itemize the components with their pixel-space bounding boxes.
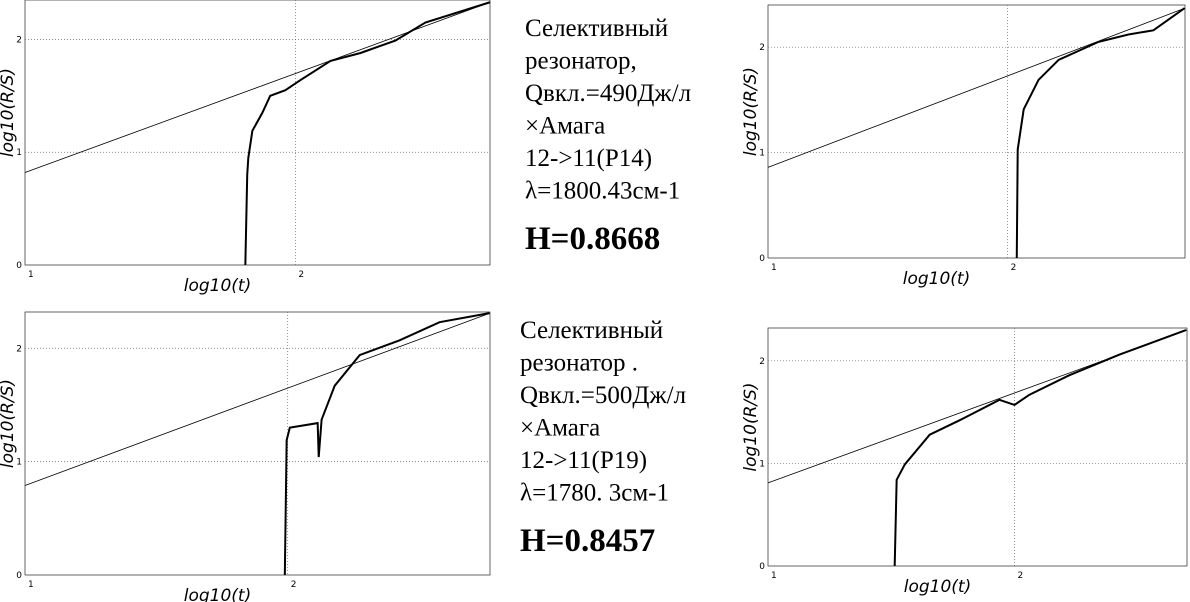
plot-frame <box>767 4 1186 259</box>
data-line <box>767 7 1186 168</box>
caption-line: 12->11(P19) <box>520 447 647 474</box>
x-tick-label: 1 <box>28 580 34 590</box>
plot-frame <box>24 311 491 576</box>
y-tick-label: 1 <box>16 458 22 468</box>
x-tick-label: 1 <box>771 263 777 273</box>
caption-line: Селективный <box>520 317 663 344</box>
data-line <box>1015 7 1186 259</box>
y-tick-label: 0 <box>759 562 765 572</box>
y-tick-label: 2 <box>759 43 765 53</box>
caption-line: Селективный <box>525 15 668 42</box>
y-tick-label: 1 <box>16 148 22 158</box>
y-tick-label: 0 <box>759 254 765 264</box>
caption-result: H=0.8668 <box>525 221 660 257</box>
x-tick-label: 2 <box>1017 571 1023 581</box>
y-tick-label: 1 <box>759 459 765 469</box>
data-line <box>283 312 490 576</box>
x-tick-label: 2 <box>298 270 304 280</box>
caption-line: 12->11(P14) <box>525 145 652 172</box>
caption-line: Qвкл.=490Дж/л <box>525 80 691 107</box>
x-axis-label: log10(t) <box>184 276 251 296</box>
caption-line: резонатор . <box>520 350 638 377</box>
y-axis-label: log10(R/S) <box>741 382 761 471</box>
caption-line: ×Амага <box>525 113 605 140</box>
x-tick-label: 1 <box>28 270 34 280</box>
caption-line: ×Амага <box>520 415 600 442</box>
data-line <box>767 329 1188 484</box>
caption-line: λ=1800.43см-1 <box>525 178 680 205</box>
x-axis-label: log10(t) <box>903 269 970 289</box>
caption-result: H=0.8457 <box>520 523 655 559</box>
caption-line: Qвкл.=500Дж/л <box>520 382 686 409</box>
y-tick-label: 0 <box>16 261 22 271</box>
y-tick-label: 1 <box>759 149 765 159</box>
x-tick-label: 2 <box>1011 263 1017 273</box>
x-axis-label: log10(t) <box>184 586 251 602</box>
data-line <box>24 312 491 486</box>
y-axis-label: log10(R/S) <box>0 379 18 468</box>
y-tick-label: 2 <box>16 344 22 354</box>
plot-frame <box>767 327 1188 567</box>
y-tick-label: 2 <box>759 357 765 367</box>
y-axis-label: log10(R/S) <box>741 67 761 156</box>
data-line <box>244 1 491 266</box>
y-tick-label: 2 <box>16 35 22 45</box>
caption-line: резонатор, <box>525 48 637 75</box>
data-line <box>893 329 1187 567</box>
x-tick-label: 2 <box>291 580 297 590</box>
y-axis-label: log10(R/S) <box>0 68 18 157</box>
caption-line: λ=1780. 3см-1 <box>520 480 669 507</box>
y-tick-label: 0 <box>16 571 22 581</box>
x-axis-label: log10(t) <box>904 577 971 597</box>
x-tick-label: 1 <box>771 571 777 581</box>
data-line <box>24 1 491 173</box>
